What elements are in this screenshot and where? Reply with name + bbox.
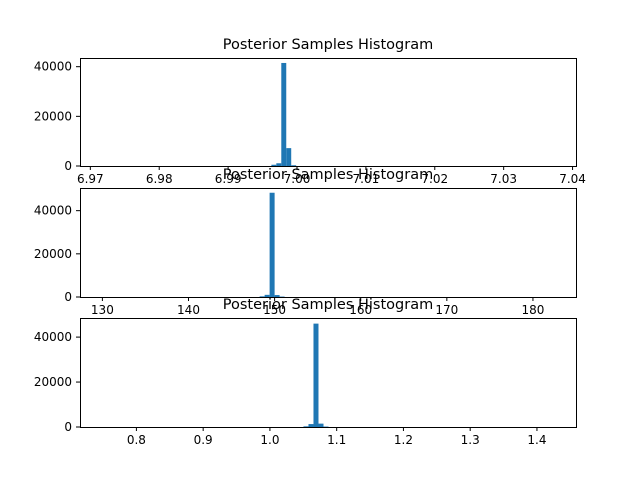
x-tick-label: 160 <box>349 303 372 317</box>
x-tick-label: 180 <box>521 303 544 317</box>
histogram-panel-1: 6.97 6.98 6.99 7.00 7.01 7.02 7.03 7.04 0 20000 40… <box>34 37 586 186</box>
x-tick-label: 1.3 <box>461 433 480 447</box>
y-tick-label: 20000 <box>34 375 72 389</box>
axis-ticks: 130 140 150 160 170 180 0 20000 40000 <box>34 204 545 317</box>
y-tick-label: 40000 <box>34 204 72 218</box>
x-tick-label: 1.4 <box>527 433 546 447</box>
y-tick-label: 0 <box>64 420 72 434</box>
axes-frame <box>80 318 577 428</box>
x-tick-label: 7.00 <box>284 172 311 186</box>
axes-frame <box>80 58 577 167</box>
axis-ticks: 0.8 0.9 1.0 1.1 1.2 1.3 1.4 0 20000 40000 <box>34 330 547 447</box>
y-tick-label: 40000 <box>34 330 72 344</box>
axis-ticks: 6.97 6.98 6.99 7.00 7.01 7.02 7.03 7.04 0 20000 40… <box>34 60 586 186</box>
x-tick-label: 6.98 <box>146 172 173 186</box>
x-tick-label: 170 <box>435 303 458 317</box>
x-tick-label: 1.0 <box>260 433 279 447</box>
histogram-bar <box>303 426 309 427</box>
x-tick-label: 150 <box>263 303 286 317</box>
histogram-panel-3: 0.8 0.9 1.0 1.1 1.2 1.3 1.4 0 20000 40000 Posteri… <box>34 297 577 447</box>
x-tick-label: 6.97 <box>77 172 104 186</box>
x-tick-label: 0.9 <box>194 433 213 447</box>
x-tick-label: 6.99 <box>215 172 242 186</box>
histogram-bar <box>308 424 314 427</box>
x-tick-label: 7.01 <box>353 172 380 186</box>
y-tick-label: 0 <box>64 159 72 173</box>
bars <box>259 192 285 297</box>
histogram-bar <box>264 294 270 297</box>
bars <box>303 323 329 427</box>
histogram-bar <box>259 296 265 297</box>
axes-frame <box>80 188 577 298</box>
x-tick-label: 7.02 <box>421 172 448 186</box>
x-tick-label: 1.1 <box>327 433 346 447</box>
histogram-bar <box>276 163 282 166</box>
y-tick-label: 0 <box>64 290 72 304</box>
y-tick-label: 20000 <box>34 109 72 123</box>
histogram-bar <box>269 192 275 297</box>
bars <box>271 62 297 167</box>
histogram-panel-2: 130 140 150 160 170 180 0 20000 40000 Posterior … <box>34 167 577 317</box>
histogram-bar <box>274 295 280 297</box>
chart-title: Posterior Samples Histogram <box>223 297 433 313</box>
x-tick-label: 7.04 <box>559 172 586 186</box>
histogram-bar <box>318 423 324 427</box>
chart-title: Posterior Samples Histogram <box>223 37 433 53</box>
x-tick-label: 1.2 <box>394 433 413 447</box>
x-tick-label: 140 <box>177 303 200 317</box>
x-tick-label: 130 <box>91 303 114 317</box>
x-tick-label: 0.8 <box>127 433 146 447</box>
histogram-bar <box>286 148 292 166</box>
y-tick-label: 20000 <box>34 247 72 261</box>
histogram-bar <box>291 165 297 166</box>
histogram-bar <box>281 62 287 167</box>
chart-title: Posterior Samples Histogram <box>223 167 433 183</box>
histogram-bar <box>271 164 277 166</box>
y-tick-label: 40000 <box>34 60 72 74</box>
x-tick-label: 7.03 <box>490 172 517 186</box>
histogram-bar <box>313 323 319 427</box>
